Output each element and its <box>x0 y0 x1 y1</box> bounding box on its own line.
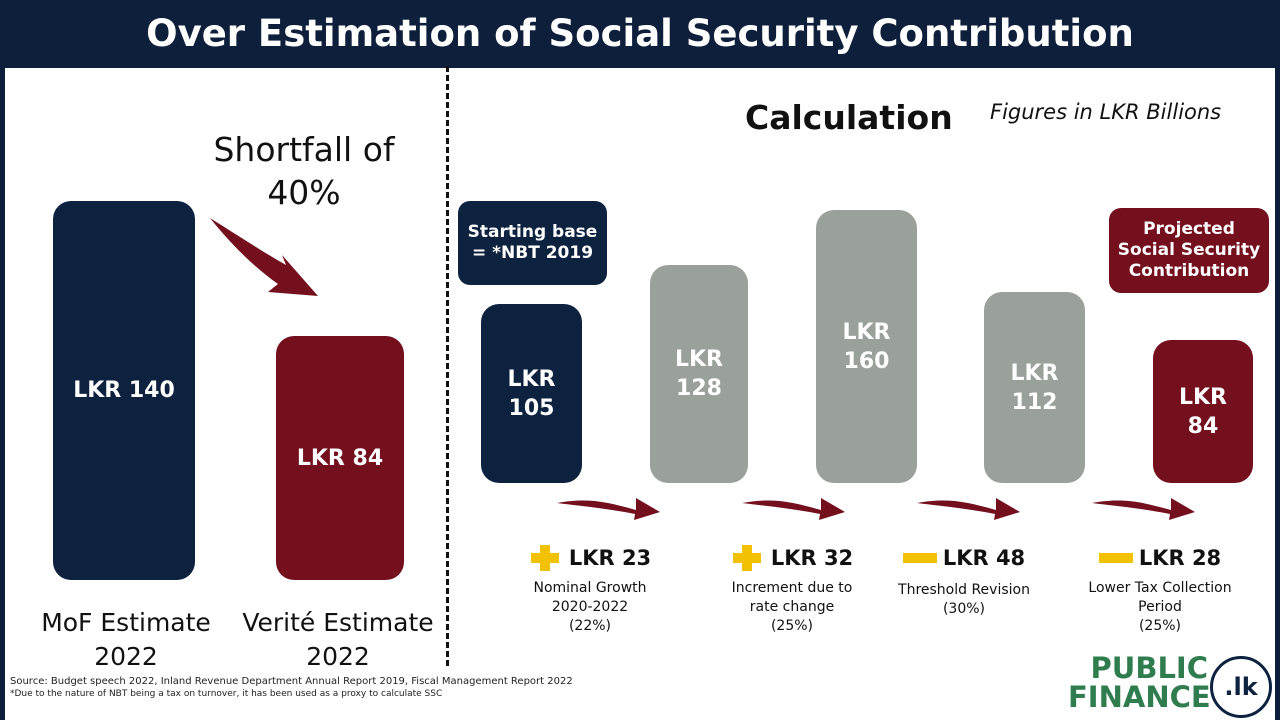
shortfall-text: Shortfall of <box>213 130 395 169</box>
projected-text-1: Projected <box>1143 219 1235 239</box>
step-desc-2: (30%) <box>942 601 986 617</box>
step-nominal-growth: LKR 23 Nominal Growth 2020-2022 (22%) <box>490 543 690 636</box>
calc-bar-threshold-value: 112 <box>1011 389 1058 415</box>
verite-estimate-label: Verité Estimate 2022 <box>228 606 448 674</box>
shortfall-annotation: Shortfall of 40% <box>196 128 412 214</box>
shortfall-percent: 40% <box>267 173 341 212</box>
mof-estimate-bar: LKR 140 <box>53 201 195 580</box>
dashed-divider <box>446 66 449 666</box>
step-desc-2: Period <box>1138 599 1182 615</box>
step-rate-increment: LKR 32 Increment due to rate change (25%… <box>692 543 892 636</box>
step-amount: LKR 32 <box>770 546 854 570</box>
plus-icon <box>529 543 561 573</box>
logo-badge: .lk <box>1210 656 1272 718</box>
calc-bar-rate-unit: LKR <box>842 319 891 345</box>
mof-estimate-value: LKR 140 <box>73 378 175 403</box>
step-desc-3: (25%) <box>770 618 814 634</box>
calc-bar-projected: LKR 84 <box>1153 340 1253 483</box>
step-arrow-4 <box>1092 498 1195 520</box>
source-note: Source: Budget speech 2022, Inland Reven… <box>10 676 573 700</box>
step-desc-1: Threshold Revision <box>898 582 1030 598</box>
step-desc-3: (22%) <box>568 618 612 634</box>
frame-right-border <box>1275 68 1280 720</box>
calc-bar-growth: LKR 128 <box>650 265 748 483</box>
calc-bar-projected-unit: LKR <box>1178 384 1227 410</box>
page-title: Over Estimation of Social Security Contr… <box>0 0 1280 68</box>
calc-bar-growth-unit: LKR <box>674 347 723 372</box>
calc-bar-threshold: LKR 112 <box>984 292 1085 483</box>
step-amount: LKR 23 <box>568 546 652 570</box>
verite-estimate-name: Verité Estimate <box>242 608 434 637</box>
calc-bar-base-unit: LKR <box>507 366 556 392</box>
projected-text-3: Contribution <box>1128 261 1250 281</box>
starting-base-box: Starting base = *NBT 2019 <box>458 201 607 285</box>
starting-base-text: Starting base <box>467 222 598 242</box>
calculation-title: Calculation <box>745 98 953 137</box>
step-desc-1: Nominal Growth <box>533 580 647 596</box>
calc-bar-rate-value: 160 <box>843 348 890 374</box>
minus-icon <box>1098 543 1133 573</box>
verite-estimate-year: 2022 <box>306 642 370 671</box>
projected-contribution-box: Projected Social Security Contribution <box>1109 208 1269 293</box>
mof-estimate-year: 2022 <box>94 642 158 671</box>
publicfinance-logo: PUBLIC FINANCE .lk <box>1068 651 1274 718</box>
calc-bar-projected-value: 84 <box>1187 413 1219 439</box>
verite-estimate-value: LKR 84 <box>296 445 384 471</box>
shortfall-arrow <box>210 218 318 296</box>
plus-icon <box>731 543 763 573</box>
step-desc-2: rate change <box>749 599 835 615</box>
step-desc-1: Increment due to <box>731 580 853 596</box>
frame-left-border <box>0 68 5 720</box>
calc-bar-rate: LKR 160 <box>816 210 917 483</box>
projected-text-2: Social Security <box>1117 240 1261 260</box>
calc-bar-threshold-unit: LKR <box>1010 360 1059 386</box>
verite-estimate-bar: LKR 84 <box>276 336 404 580</box>
calc-bar-growth-value: 128 <box>676 376 722 401</box>
logo-text-finance: FINANCE <box>1068 680 1211 714</box>
source-line: Source: Budget speech 2022, Inland Reven… <box>10 676 573 687</box>
step-arrow-3 <box>917 498 1020 520</box>
step-threshold-revision: LKR 48 Threshold Revision (30%) <box>864 543 1064 619</box>
calc-bar-base: LKR 105 <box>481 304 582 483</box>
step-amount: LKR 48 <box>942 546 1026 570</box>
logo-text-public: PUBLIC <box>1090 651 1208 685</box>
step-lower-collection: LKR 28 Lower Tax Collection Period (25%) <box>1060 543 1260 636</box>
step-amount: LKR 28 <box>1138 546 1222 570</box>
mof-estimate-label: MoF Estimate 2022 <box>16 606 236 674</box>
step-desc-3: (25%) <box>1138 618 1182 634</box>
footnote-line: *Due to the nature of NBT being a tax on… <box>10 689 443 699</box>
step-arrow-2 <box>742 498 845 520</box>
step-arrow-1 <box>557 498 660 520</box>
calc-bar-base-value: 105 <box>508 395 555 421</box>
mof-estimate-name: MoF Estimate <box>41 608 211 637</box>
step-desc-1: Lower Tax Collection <box>1088 580 1232 596</box>
step-desc-2: 2020-2022 <box>551 599 629 615</box>
units-note: Figures in LKR Billions <box>990 100 1222 124</box>
minus-icon <box>902 543 937 573</box>
starting-base-source: = *NBT 2019 <box>471 243 594 263</box>
